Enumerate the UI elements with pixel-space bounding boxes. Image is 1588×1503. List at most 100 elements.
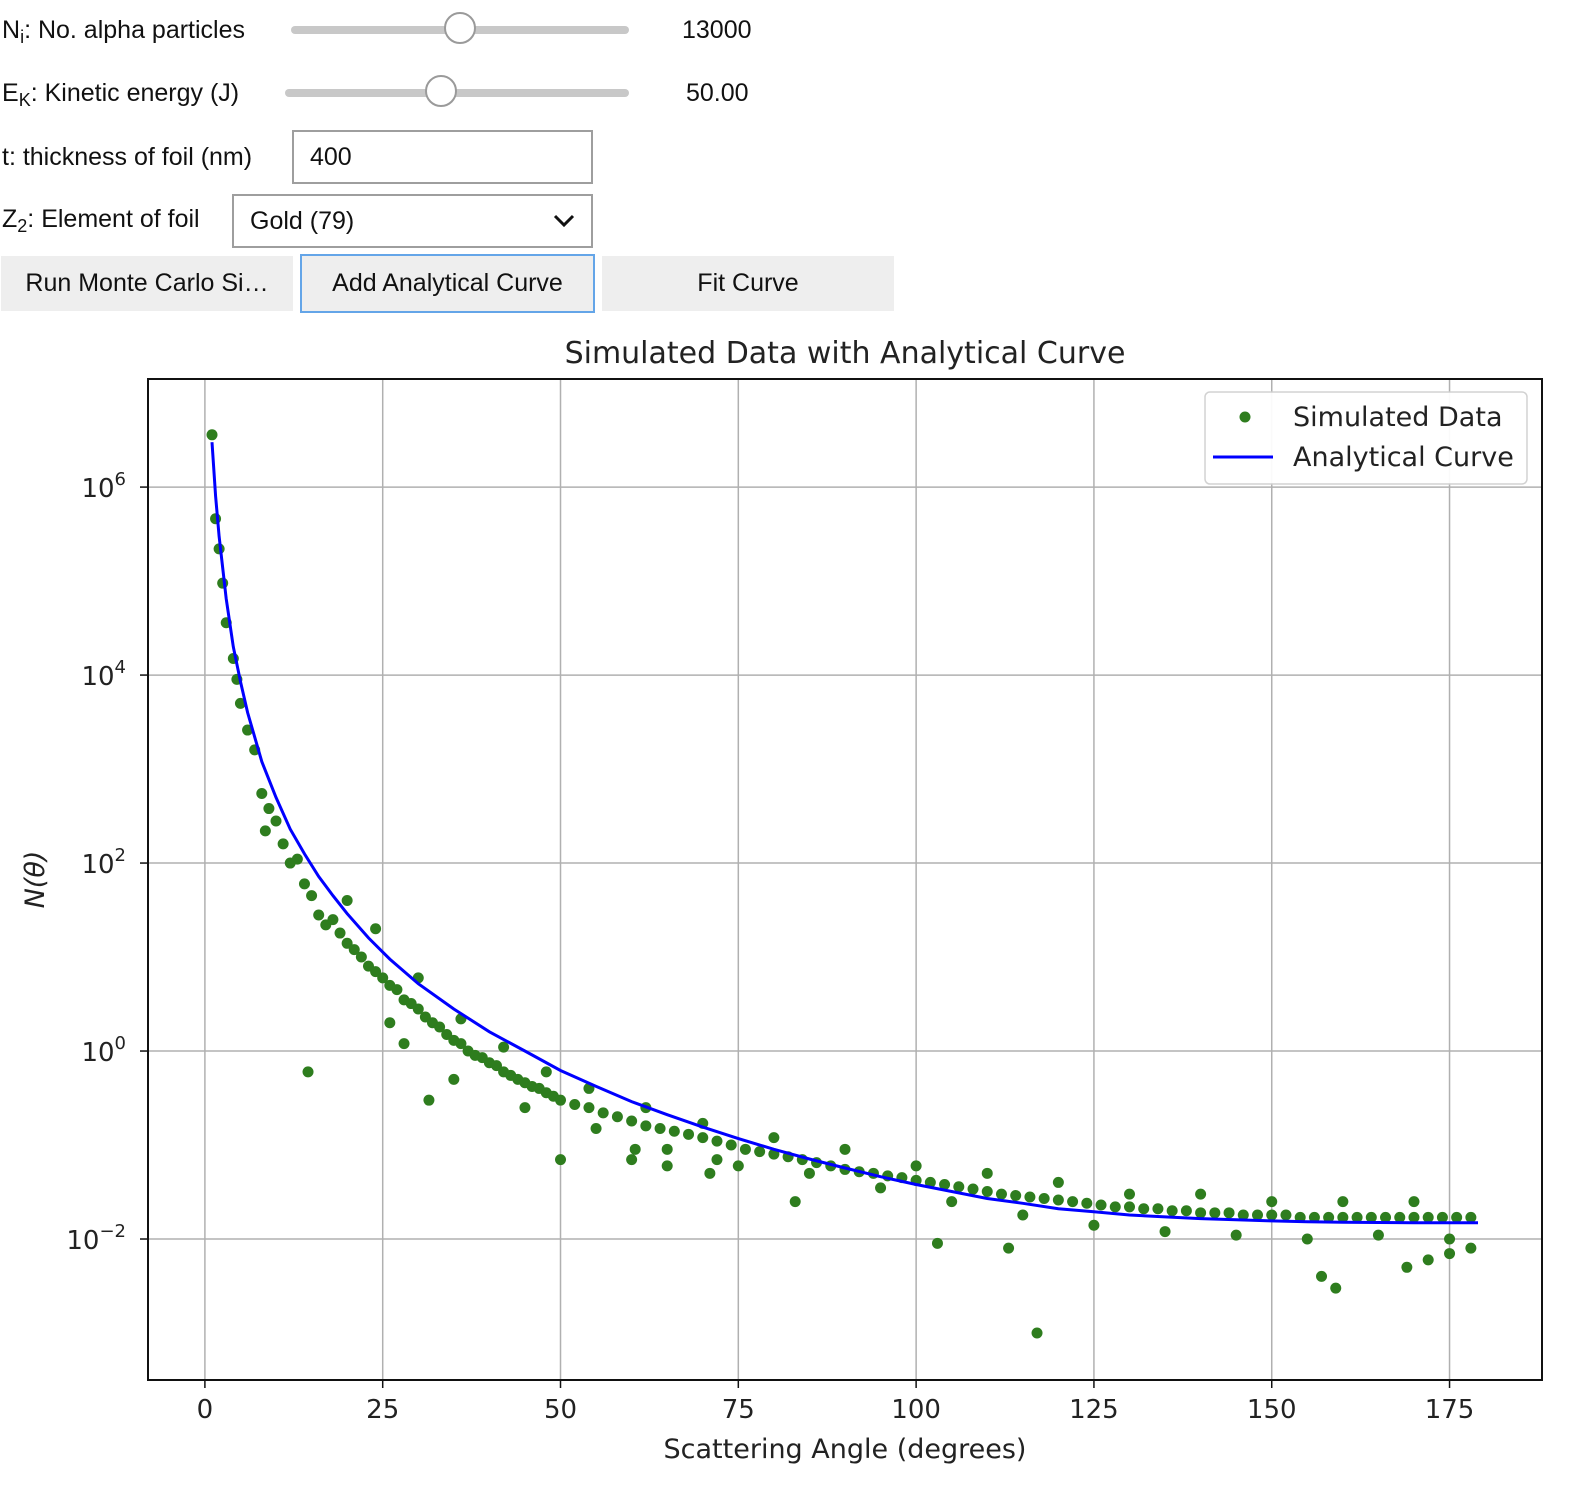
- data-point: [555, 1154, 567, 1166]
- thickness-row: t: thickness of foil (nm): [0, 137, 252, 177]
- data-point: [1308, 1211, 1320, 1223]
- particles-slider[interactable]: [291, 10, 629, 50]
- legend-box: [1204, 391, 1528, 485]
- data-point: [498, 1041, 510, 1053]
- add-analytical-curve-button[interactable]: Add Analytical Curve: [300, 254, 595, 313]
- legend-label-simulated: Simulated Data: [1293, 402, 1503, 433]
- data-point: [423, 1094, 435, 1106]
- data-point: [739, 1143, 751, 1155]
- data-point: [640, 1120, 652, 1132]
- data-point: [953, 1181, 965, 1193]
- data-point: [611, 1111, 623, 1123]
- data-point: [540, 1066, 552, 1078]
- data-point: [519, 1102, 531, 1114]
- data-point: [391, 984, 403, 996]
- data-point: [263, 803, 275, 815]
- data-point: [654, 1122, 666, 1134]
- data-point: [590, 1122, 602, 1134]
- element-label: Z2: Element of foil: [2, 205, 200, 236]
- data-point: [398, 1038, 410, 1050]
- data-point: [754, 1146, 766, 1158]
- data-point: [803, 1167, 815, 1179]
- data-point: [455, 1038, 467, 1050]
- data-point: [206, 429, 218, 441]
- data-point: [412, 1003, 424, 1015]
- data-point: [1351, 1211, 1363, 1223]
- data-point: [626, 1115, 638, 1127]
- data-point: [1031, 1327, 1043, 1339]
- element-select[interactable]: Gold (79): [232, 194, 593, 248]
- run-simulation-button[interactable]: Run Monte Carlo Si…: [1, 256, 293, 311]
- data-point: [725, 1139, 737, 1151]
- data-point: [875, 1182, 887, 1194]
- data-point: [234, 697, 246, 709]
- data-point: [1252, 1209, 1264, 1221]
- particles-value: 13000: [682, 16, 752, 44]
- data-point: [1195, 1207, 1207, 1219]
- data-point: [629, 1143, 641, 1155]
- data-point: [313, 909, 325, 921]
- data-point: [1195, 1188, 1207, 1200]
- data-point: [1223, 1207, 1235, 1219]
- data-point: [668, 1125, 680, 1137]
- plot-frame: [147, 378, 1543, 1381]
- data-point: [327, 914, 339, 926]
- energy-slider-track[interactable]: [285, 89, 629, 97]
- data-point: [277, 838, 289, 850]
- data-point: [1003, 1242, 1015, 1254]
- chart-title: Simulated Data with Analytical Curve: [565, 336, 1126, 371]
- y-tick-label: 10−2: [66, 1221, 126, 1256]
- data-point: [1408, 1196, 1420, 1208]
- data-point: [732, 1160, 744, 1172]
- element-selected-value: Gold (79): [250, 206, 355, 235]
- energy-slider[interactable]: [285, 73, 629, 113]
- data-point: [1330, 1282, 1342, 1294]
- data-point: [1088, 1219, 1100, 1231]
- thickness-label: t: thickness of foil (nm): [2, 142, 253, 171]
- x-tick-label: 100: [891, 1395, 941, 1425]
- data-point: [370, 966, 382, 978]
- data-point: [931, 1237, 943, 1249]
- legend-marker-simulated: [1239, 411, 1251, 423]
- data-point: [1444, 1248, 1456, 1260]
- x-tick-label: 25: [366, 1395, 399, 1425]
- data-point: [1010, 1190, 1022, 1202]
- data-point: [1444, 1233, 1456, 1245]
- data-point: [1323, 1211, 1335, 1223]
- data-point: [1152, 1203, 1164, 1215]
- data-point: [448, 1073, 460, 1085]
- legend-label-analytical: Analytical Curve: [1293, 442, 1514, 473]
- data-point: [1337, 1196, 1349, 1208]
- data-point: [302, 1066, 314, 1078]
- data-point: [910, 1160, 922, 1172]
- fit-curve-button[interactable]: Fit Curve: [602, 256, 894, 311]
- data-point: [839, 1143, 851, 1155]
- energy-slider-thumb[interactable]: [425, 75, 458, 107]
- data-point: [1451, 1211, 1463, 1223]
- data-point: [1422, 1254, 1434, 1266]
- data-point: [768, 1132, 780, 1144]
- data-point: [270, 815, 282, 827]
- data-point: [981, 1186, 993, 1198]
- particles-label: Ni: No. alpha particles: [2, 16, 246, 47]
- data-point: [704, 1167, 716, 1179]
- y-tick-label: 102: [81, 845, 126, 880]
- data-point: [1408, 1211, 1420, 1223]
- data-point: [626, 1154, 638, 1166]
- data-point: [1052, 1176, 1064, 1188]
- data-point: [1017, 1209, 1029, 1221]
- particles-slider-thumb[interactable]: [444, 12, 476, 44]
- data-point: [1081, 1197, 1093, 1209]
- data-point: [946, 1196, 958, 1208]
- data-point: [569, 1098, 581, 1110]
- x-tick-label: 125: [1069, 1395, 1119, 1425]
- analytical-curve-line: [210, 442, 1478, 1225]
- thickness-input[interactable]: 400: [292, 130, 593, 184]
- data-point: [1209, 1207, 1221, 1219]
- data-point: [259, 825, 271, 837]
- data-point: [1237, 1209, 1249, 1221]
- x-tick-label: 175: [1425, 1395, 1475, 1425]
- data-point: [491, 1060, 502, 1072]
- x-tick-label: 75: [722, 1395, 755, 1425]
- data-point: [370, 923, 382, 935]
